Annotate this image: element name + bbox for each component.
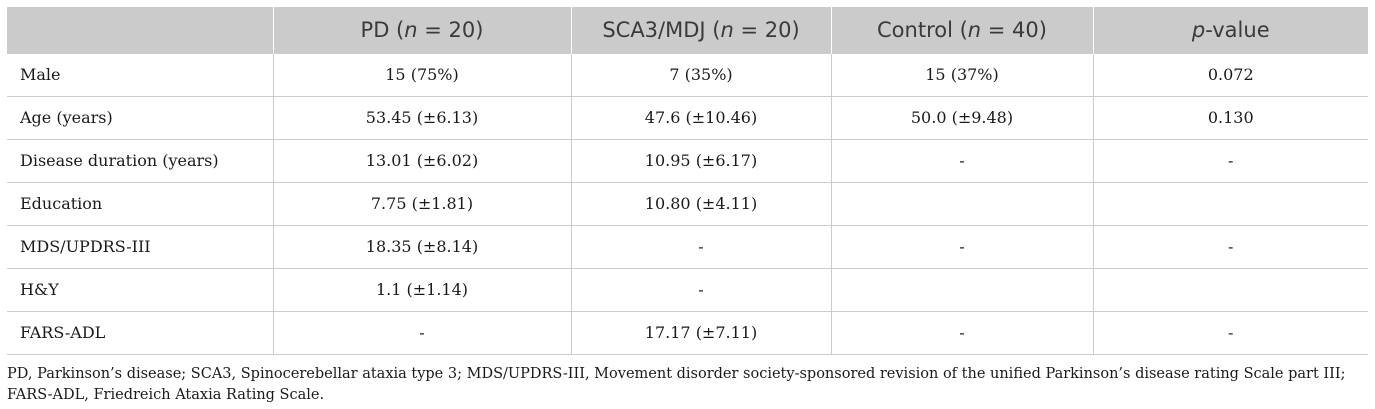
table-container: PD (n = 20) SCA3/MDJ (n = 20) Control (n…: [7, 7, 1368, 406]
cell-pd: 53.45 (±6.13): [272, 95, 571, 139]
row-label: FARS-ADL: [7, 310, 273, 355]
header-sca3-count: = 20): [733, 17, 800, 42]
cell-sca3: 7 (35%): [570, 52, 831, 96]
cell-p-value: 0.130: [1092, 95, 1368, 139]
cell-pd: 18.35 (±8.14): [272, 224, 571, 268]
table-row: FARS-ADL - 17.17 (±7.11) - -: [7, 310, 1368, 355]
header-p-value: p-value: [1092, 7, 1368, 53]
cell-p-value: 0.072: [1092, 52, 1368, 96]
header-sca3-n: n: [720, 17, 734, 42]
cell-sca3: 10.80 (±4.11): [570, 181, 831, 225]
table-row: Disease duration (years) 13.01 (±6.02) 1…: [7, 138, 1368, 182]
table-footnote: PD, Parkinson’s disease; SCA3, Spinocere…: [7, 365, 1346, 403]
cell-sca3: 47.6 (±10.46): [570, 95, 831, 139]
cell-control: 50.0 (±9.48): [830, 95, 1093, 139]
header-control-n: n: [967, 17, 982, 42]
cell-p-value: -: [1092, 138, 1368, 182]
table-row: H&Y 1.1 (±1.14) -: [7, 267, 1368, 311]
header-sca3: SCA3/MDJ (n = 20): [570, 7, 831, 53]
header-pd: PD (n = 20): [272, 7, 571, 53]
table-row: Age (years) 53.45 (±6.13) 47.6 (±10.46) …: [7, 95, 1368, 139]
header-empty-cell: [7, 7, 273, 53]
header-pd-n: n: [404, 17, 418, 42]
cell-control: -: [830, 224, 1093, 268]
table-row: Education 7.75 (±1.81) 10.80 (±4.11): [7, 181, 1368, 225]
row-label: Education: [7, 181, 273, 225]
row-label: MDS/UPDRS-III: [7, 224, 273, 268]
cell-pd: -: [272, 310, 571, 355]
cell-pd: 13.01 (±6.02): [272, 138, 571, 182]
table-header-row: PD (n = 20) SCA3/MDJ (n = 20) Control (n…: [7, 7, 1368, 53]
header-p-label: p: [1191, 17, 1206, 42]
header-control: Control (n = 40): [830, 7, 1093, 53]
cell-control: [830, 267, 1093, 311]
row-label: Age (years): [7, 95, 273, 139]
table-row: Male 15 (75%) 7 (35%) 15 (37%) 0.072: [7, 52, 1368, 96]
header-control-count: = 40): [981, 17, 1047, 42]
cell-pd: 1.1 (±1.14): [272, 267, 571, 311]
table-row: MDS/UPDRS-III 18.35 (±8.14) - - -: [7, 224, 1368, 268]
cell-sca3: 10.95 (±6.17): [570, 138, 831, 182]
row-label: Male: [7, 52, 273, 96]
cell-control: [830, 181, 1093, 225]
header-pd-count: = 20): [417, 17, 484, 42]
cell-control: 15 (37%): [830, 52, 1093, 96]
cell-pd: 7.75 (±1.81): [272, 181, 571, 225]
header-p-suffix: -value: [1205, 17, 1270, 42]
cell-sca3: -: [570, 267, 831, 311]
cell-p-value: [1092, 181, 1368, 225]
cell-control: -: [830, 138, 1093, 182]
cell-sca3: 17.17 (±7.11): [570, 310, 831, 355]
cell-sca3: -: [570, 224, 831, 268]
cell-pd: 15 (75%): [272, 52, 571, 96]
header-pd-label: PD (: [360, 17, 405, 42]
cell-control: -: [830, 310, 1093, 355]
row-label: H&Y: [7, 267, 273, 311]
header-sca3-label: SCA3/MDJ (: [602, 17, 721, 42]
demographics-table: PD (n = 20) SCA3/MDJ (n = 20) Control (n…: [7, 7, 1368, 355]
cell-p-value: -: [1092, 224, 1368, 268]
cell-p-value: [1092, 267, 1368, 311]
cell-p-value: -: [1092, 310, 1368, 355]
header-control-label: Control (: [877, 17, 968, 42]
row-label: Disease duration (years): [7, 138, 273, 182]
